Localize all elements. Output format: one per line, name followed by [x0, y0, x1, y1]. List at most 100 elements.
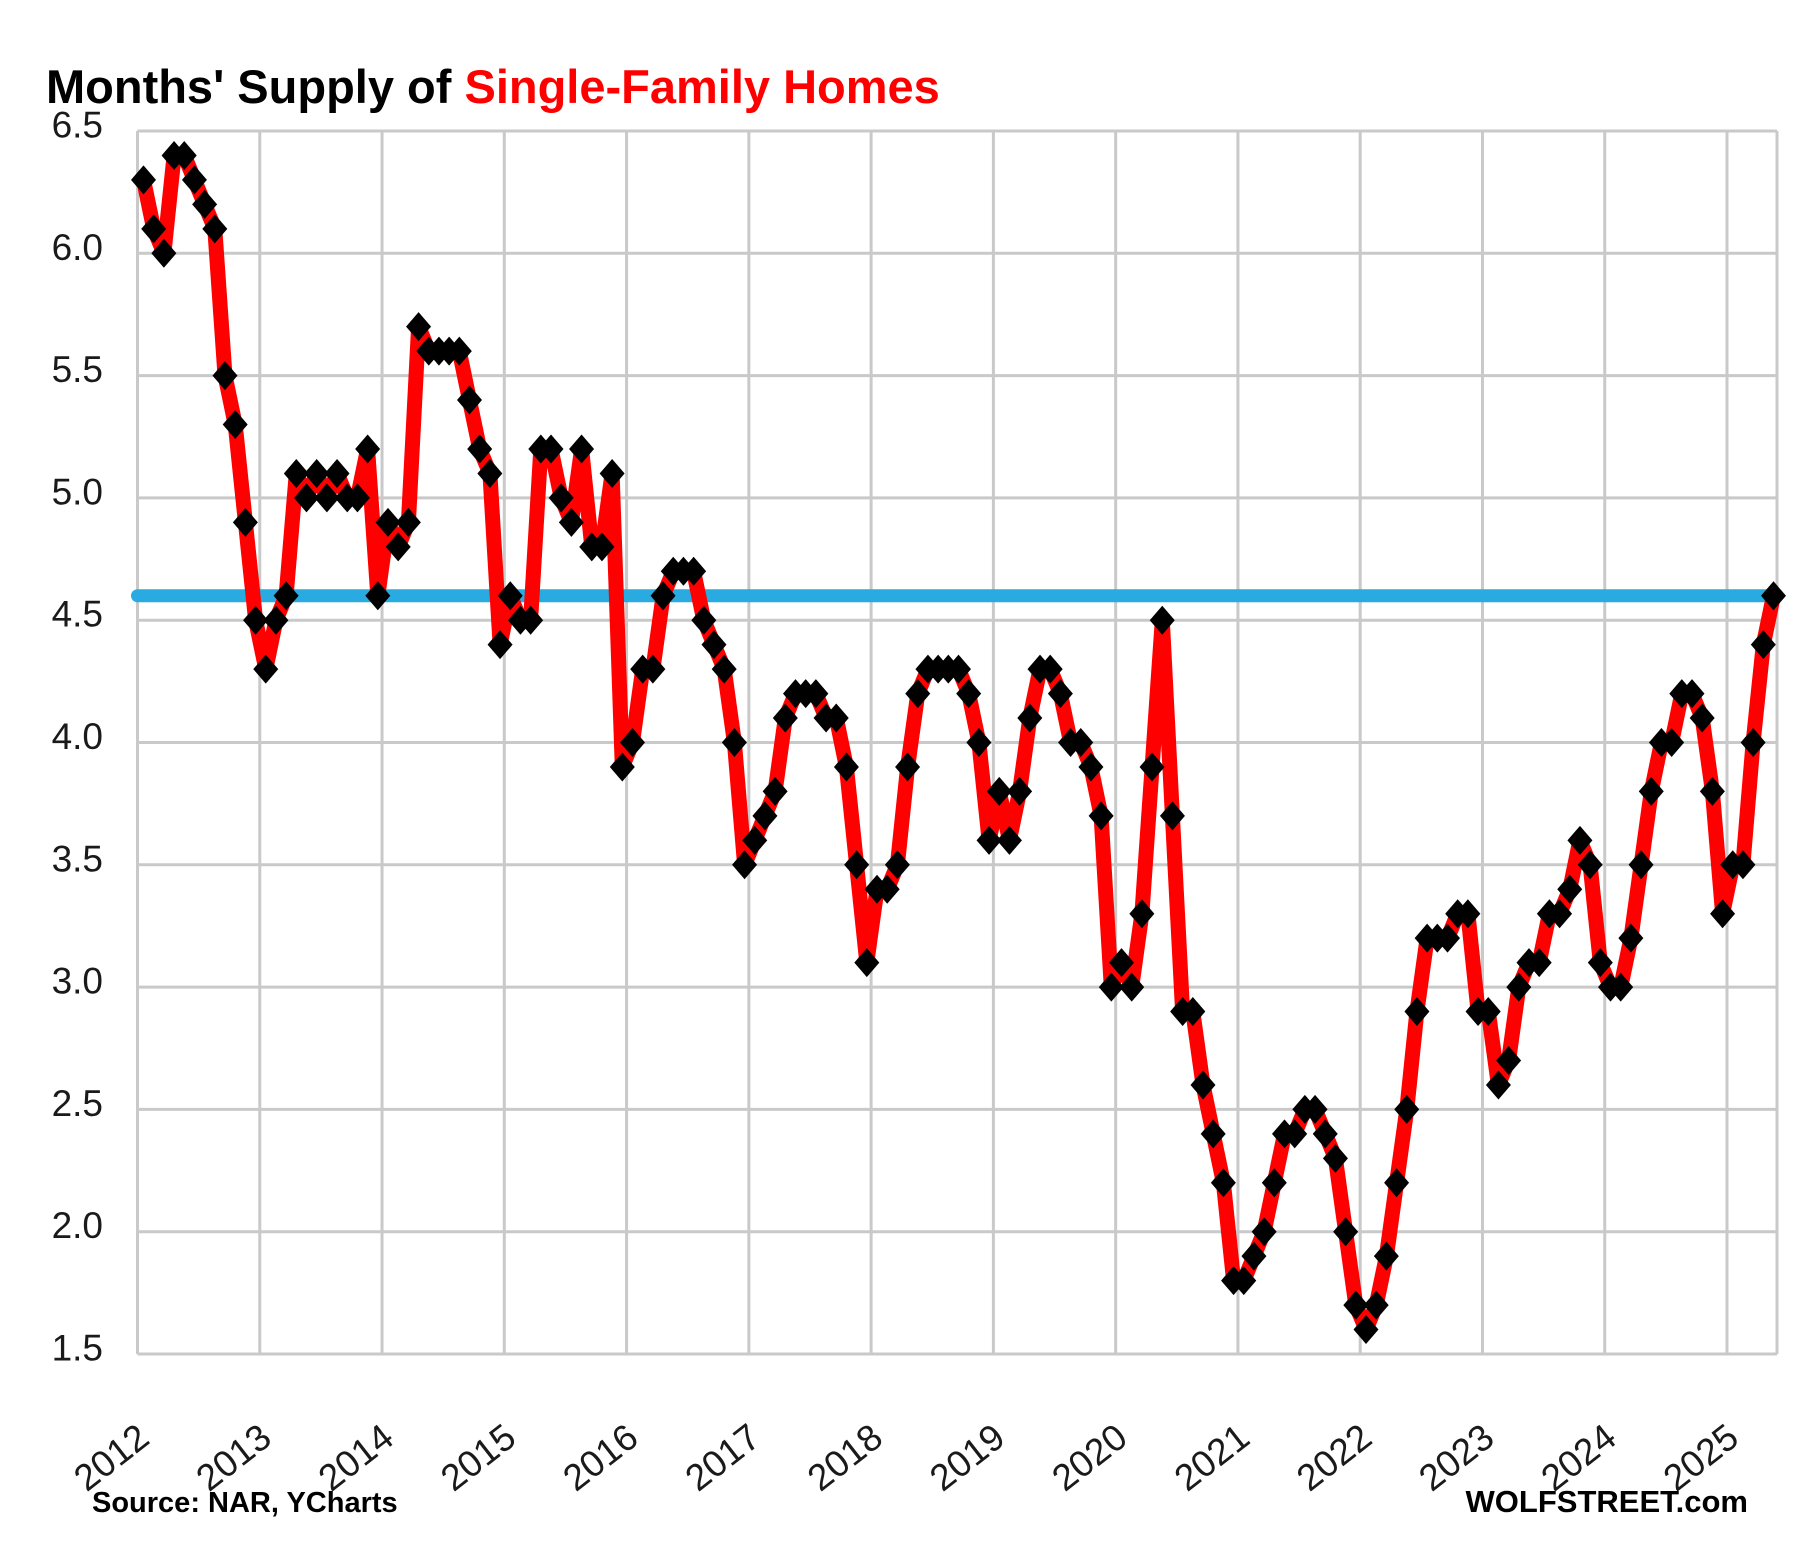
data-point-markers — [131, 140, 1786, 1345]
y-tick-label: 5.0 — [52, 471, 103, 512]
data-point-marker — [762, 776, 788, 806]
data-point-marker — [1261, 1168, 1287, 1198]
data-point-marker — [1404, 997, 1430, 1027]
data-point-marker — [1618, 923, 1644, 953]
y-axis-labels: 6.5 6.0 5.5 5.0 4.5 4.0 3.5 3.0 2.5 2.0 1.5 — [52, 105, 103, 1369]
data-point-marker — [253, 654, 279, 684]
data-point-marker — [803, 679, 829, 709]
x-tick-label: 2015 — [433, 1416, 523, 1499]
data-point-marker — [1384, 1168, 1410, 1198]
data-point-marker — [202, 214, 228, 244]
data-point-marker — [1506, 972, 1532, 1002]
data-point-marker — [620, 728, 645, 757]
x-tick-label: 2020 — [1044, 1416, 1134, 1499]
y-tick-label: 4.0 — [52, 716, 103, 757]
data-point-marker — [548, 483, 574, 513]
y-tick-label: 2.5 — [52, 1083, 103, 1124]
data-point-marker — [181, 165, 207, 195]
data-point-marker — [457, 385, 482, 415]
data-point-marker — [222, 410, 248, 440]
data-point-marker — [732, 850, 758, 880]
data-point-marker — [1730, 850, 1756, 880]
y-tick-label: 6.0 — [52, 227, 103, 268]
data-point-marker — [1526, 948, 1552, 978]
data-point-marker — [283, 458, 309, 488]
data-point-marker — [1710, 899, 1736, 929]
data-point-marker — [599, 458, 625, 488]
data-point-marker — [1047, 679, 1073, 709]
y-tick-label: 3.5 — [52, 838, 103, 879]
data-point-marker — [304, 458, 330, 488]
data-point-marker — [721, 728, 747, 757]
data-point-marker — [171, 140, 197, 170]
data-point-marker — [1485, 1070, 1511, 1100]
data-point-marker — [1587, 948, 1613, 978]
data-point-marker — [477, 458, 503, 488]
data-point-marker — [996, 825, 1022, 855]
data-point-marker — [1659, 728, 1685, 757]
data-point-marker — [294, 483, 319, 513]
data-point-marker — [1363, 1290, 1389, 1320]
data-point-marker — [263, 605, 289, 635]
data-point-marker — [1333, 1217, 1359, 1247]
data-point-marker — [365, 581, 391, 611]
data-point-marker — [232, 507, 258, 537]
data-point-marker — [1139, 752, 1165, 782]
data-point-marker — [701, 630, 727, 660]
data-point-marker — [1435, 923, 1460, 953]
x-tick-label: 2017 — [678, 1416, 768, 1499]
data-point-marker — [324, 458, 350, 488]
data-point-marker — [1088, 801, 1114, 831]
data-point-marker — [1394, 1094, 1420, 1124]
data-point-marker — [1017, 703, 1043, 733]
data-point-marker — [895, 752, 921, 782]
data-point-marker — [681, 556, 707, 586]
data-point-marker — [874, 874, 900, 904]
data-point-marker — [1312, 1119, 1338, 1149]
data-point-marker — [406, 312, 432, 342]
data-point-marker — [1761, 581, 1786, 611]
branding-wolfstreet: WOLFSTREET.com — [1465, 1484, 1748, 1519]
data-point-marker — [1373, 1241, 1399, 1271]
data-point-marker — [1007, 776, 1033, 806]
data-point-marker — [844, 850, 870, 880]
data-point-marker — [446, 336, 472, 366]
data-point-marker — [956, 679, 982, 709]
data-point-marker — [772, 703, 798, 733]
data-point-marker — [1200, 1119, 1226, 1149]
data-point-marker — [314, 483, 340, 513]
data-point-marker — [1353, 1315, 1379, 1345]
data-point-marker — [1740, 728, 1766, 757]
x-tick-label: 2016 — [555, 1416, 645, 1499]
data-point-marker — [273, 581, 299, 611]
data-point-marker — [1689, 703, 1715, 733]
data-point-marker — [1149, 605, 1175, 635]
data-point-marker — [375, 507, 401, 537]
y-tick-label: 1.5 — [52, 1328, 103, 1369]
data-point-marker — [976, 825, 1002, 855]
data-point-marker — [1679, 679, 1705, 709]
x-tick-label: 2022 — [1289, 1416, 1379, 1499]
y-tick-label: 3.0 — [52, 961, 103, 1002]
data-point-marker — [497, 581, 523, 611]
data-point-marker — [1068, 728, 1094, 757]
data-point-marker — [905, 679, 931, 709]
data-point-marker — [1699, 776, 1725, 806]
x-tick-label: 2018 — [800, 1416, 890, 1499]
data-point-marker — [467, 434, 493, 464]
data-point-marker — [650, 581, 676, 611]
data-point-marker — [742, 825, 768, 855]
data-point-marker — [1475, 997, 1501, 1027]
data-point-marker — [711, 654, 737, 684]
data-point-marker — [1109, 948, 1134, 978]
data-point-marker — [1557, 874, 1583, 904]
data-point-marker — [1210, 1168, 1236, 1198]
data-point-marker — [518, 605, 544, 635]
data-point-marker — [752, 801, 778, 831]
data-point-marker — [1302, 1094, 1328, 1124]
data-point-marker — [355, 434, 381, 464]
y-tick-label: 4.5 — [52, 594, 103, 635]
data-point-marker — [1496, 1045, 1522, 1075]
y-tick-label: 6.5 — [52, 105, 103, 146]
data-point-marker — [131, 165, 156, 195]
